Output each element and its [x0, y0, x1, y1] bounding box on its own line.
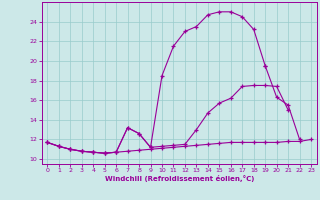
- X-axis label: Windchill (Refroidissement éolien,°C): Windchill (Refroidissement éolien,°C): [105, 175, 254, 182]
